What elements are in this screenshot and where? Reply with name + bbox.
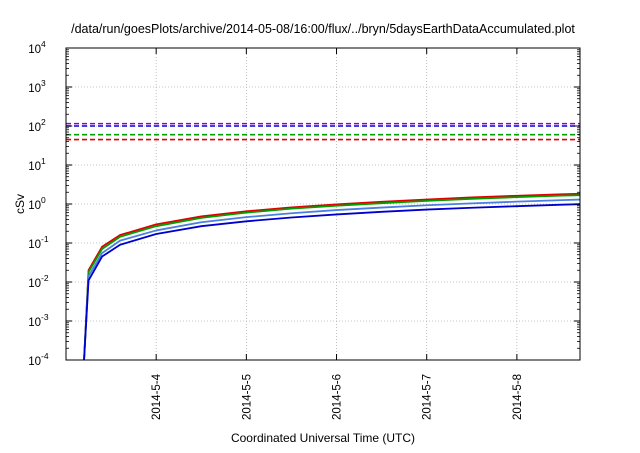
y-tick-exponent: -4 xyxy=(41,351,49,361)
y-tick-base: 10 xyxy=(28,44,41,56)
y-tick-label: 10 xyxy=(28,161,41,173)
series-line xyxy=(83,198,581,361)
y-tick-label: 10 xyxy=(28,44,41,56)
x-tick-label: 2014-5-4 xyxy=(151,373,163,420)
y-tick-base: 10 xyxy=(28,200,41,212)
y-tick-label: 10 xyxy=(28,122,41,134)
ticks xyxy=(66,47,580,361)
y-tick-label: 10 xyxy=(28,200,41,212)
y-axis-label: cSv xyxy=(13,194,27,214)
x-tick-label: 2014-5-5 xyxy=(241,374,253,420)
y-tick-label: 10 xyxy=(28,278,41,290)
y-tick-base: 10 xyxy=(28,278,41,290)
y-tick-exponent: -2 xyxy=(41,273,49,283)
series-line xyxy=(83,192,581,361)
y-tick-base: 10 xyxy=(28,83,41,95)
y-tick-exponent: -3 xyxy=(41,312,49,322)
x-tick-label: 2014-5-7 xyxy=(422,374,434,420)
y-tick-base: 10 xyxy=(28,122,41,134)
y-tick-exponent: 1 xyxy=(41,156,46,166)
chart-title: /data/run/goesPlots/archive/2014-05-08/1… xyxy=(71,22,575,36)
x-axis-label: Coordinated Universal Time (UTC) xyxy=(231,431,415,445)
y-tick-base: 10 xyxy=(28,317,41,329)
series-line xyxy=(83,194,581,361)
plot-frame xyxy=(65,47,581,361)
y-tick-exponent: 0 xyxy=(41,195,46,205)
y-tick-label: 10 xyxy=(28,317,41,329)
y-tick-base: 10 xyxy=(28,239,41,251)
y-tick-exponent: -1 xyxy=(41,234,49,244)
x-tick-label: 2014-5-8 xyxy=(512,374,524,420)
x-tick-labels: 2014-5-4 2014-5-5 2014-5-6 2014-5-7 2014-5-8 xyxy=(151,373,524,420)
y-tick-base: 10 xyxy=(28,161,41,173)
y-tick-base: 10 xyxy=(28,356,41,368)
y-tick-label: 10 xyxy=(28,356,41,368)
threshold-lines xyxy=(66,122,580,141)
x-tick-label: 2014-5-6 xyxy=(332,374,344,420)
y-tick-label: 10 xyxy=(28,83,41,95)
series-lines xyxy=(83,192,581,361)
series-line xyxy=(83,203,581,361)
y-tick-exponent: 2 xyxy=(41,117,46,127)
y-tick-label: 10 xyxy=(28,239,41,251)
y-tick-exponent: 3 xyxy=(41,78,46,88)
y-tick-exponent: 4 xyxy=(41,39,46,49)
grid xyxy=(66,48,580,360)
